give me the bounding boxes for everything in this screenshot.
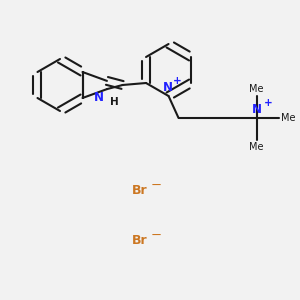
Text: −: − [150, 178, 162, 191]
Text: Br: Br [132, 184, 148, 196]
Text: Br: Br [132, 233, 148, 247]
Text: H: H [110, 97, 119, 107]
Text: Me: Me [280, 113, 295, 123]
Text: N: N [94, 91, 104, 104]
Text: N: N [163, 81, 172, 94]
Text: Me: Me [249, 84, 264, 94]
Text: +: + [264, 98, 273, 108]
Text: N: N [251, 103, 262, 116]
Text: +: + [173, 76, 182, 86]
Text: Me: Me [249, 142, 264, 152]
Text: −: − [150, 229, 162, 242]
